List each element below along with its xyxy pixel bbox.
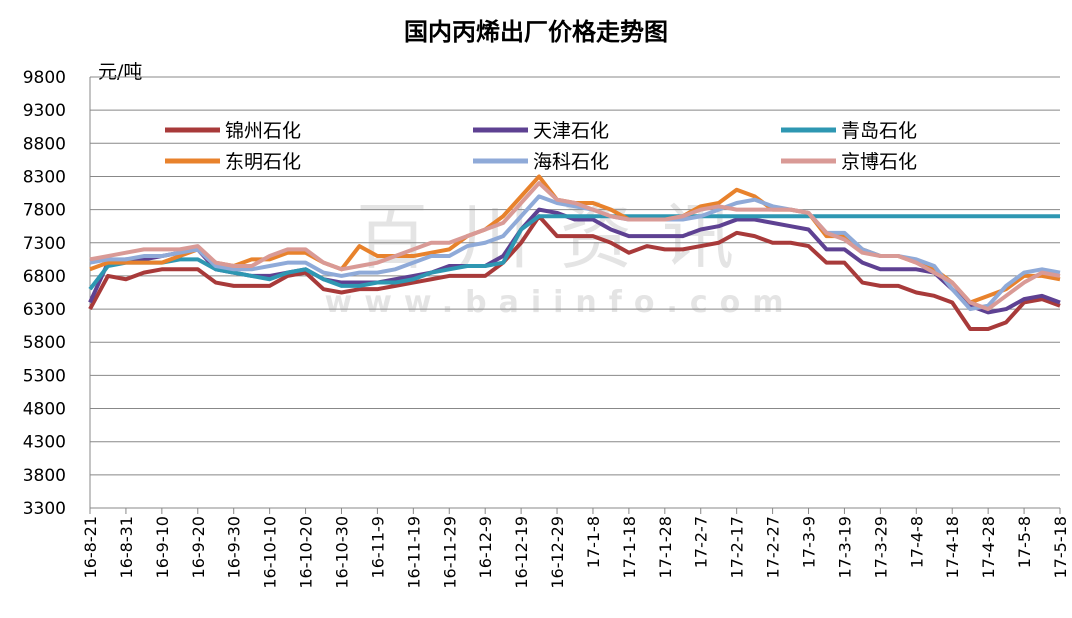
- x-tick-label: 16-9-10: [153, 516, 172, 578]
- x-tick-label: 16-8-21: [81, 516, 100, 578]
- x-tick-label: 16-8-31: [117, 516, 136, 578]
- x-tick-label: 17-4-28: [979, 516, 998, 578]
- x-tick-label: 16-9-20: [189, 516, 208, 578]
- watermark: www.baiinfo.com: [325, 285, 796, 320]
- x-tick-label: 17-3-19: [835, 516, 854, 578]
- legend-label: 东明石化: [225, 151, 301, 173]
- y-tick-label: 9800: [23, 68, 66, 88]
- y-tick-label: 8300: [23, 167, 66, 187]
- x-tick-label: 16-10-30: [332, 516, 351, 589]
- x-tick-label: 16-12-29: [548, 516, 567, 589]
- y-tick-label: 5300: [23, 366, 66, 386]
- legend-label: 京博石化: [841, 151, 917, 173]
- x-tick-label: 17-3-9: [800, 516, 819, 568]
- x-tick-label: 16-12-19: [512, 516, 531, 589]
- x-tick-label: 16-10-20: [297, 516, 316, 589]
- series-line: [88, 214, 1060, 291]
- y-tick-label: 7800: [23, 201, 66, 221]
- x-tick-label: 17-1-28: [656, 516, 675, 578]
- chart-title: 国内丙烯出厂价格走势图: [404, 18, 668, 46]
- x-tick-label: 16-11-9: [368, 516, 387, 578]
- x-tick-label: 17-2-7: [692, 516, 711, 568]
- y-tick-label: 3800: [23, 466, 66, 486]
- x-tick-label: 17-5-8: [1015, 516, 1034, 568]
- y-tick-label: 7300: [23, 234, 66, 254]
- legend-label: 青岛石化: [841, 120, 917, 142]
- x-tick-label: 17-1-18: [620, 516, 639, 578]
- y-tick-label: 6300: [23, 300, 66, 320]
- y-tick-label: 6800: [23, 267, 66, 287]
- x-tick-label: 16-10-10: [261, 516, 280, 589]
- y-tick-label: 4800: [23, 400, 66, 420]
- x-tick-label: 16-9-30: [225, 516, 244, 578]
- x-tick-label: 17-1-8: [584, 516, 603, 568]
- legend-label: 锦州石化: [225, 120, 301, 142]
- x-tick-label: 16-11-29: [440, 516, 459, 589]
- y-tick-label: 4300: [23, 433, 66, 453]
- x-tick-label: 17-4-18: [943, 516, 962, 578]
- y-tick-label: 3300: [23, 499, 66, 519]
- series-line: [89, 181, 1061, 312]
- x-tick-label: 16-11-19: [404, 516, 423, 589]
- legend-label: 天津石化: [533, 120, 609, 142]
- y-tick-label: 9300: [23, 101, 66, 121]
- series-line: [88, 214, 1061, 331]
- x-tick-label: 17-5-18: [1051, 516, 1070, 578]
- legend-label: 海科石化: [533, 151, 609, 173]
- x-tick-label: 16-12-9: [476, 516, 495, 578]
- x-tick-label: 17-2-17: [728, 516, 747, 578]
- x-tick-label: 17-2-27: [764, 516, 783, 578]
- x-tick-label: 17-4-8: [907, 516, 926, 568]
- y-tick-label: 5800: [23, 333, 66, 353]
- y-axis-label: 元/吨: [98, 61, 142, 83]
- x-tick-label: 17-3-29: [871, 516, 890, 578]
- y-tick-label: 8800: [23, 134, 66, 154]
